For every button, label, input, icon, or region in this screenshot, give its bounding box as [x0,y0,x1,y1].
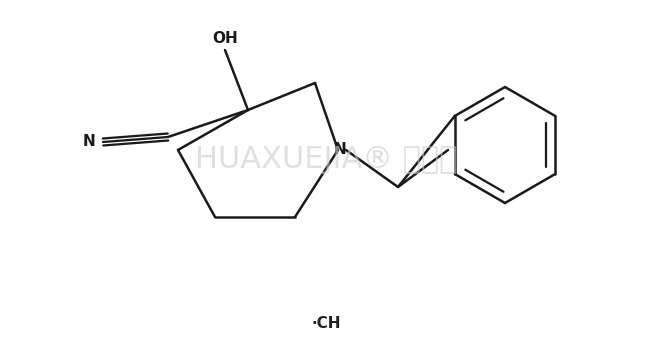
Text: N: N [334,142,346,158]
Text: OH: OH [212,31,238,46]
Text: HUAXUEJIA® 化学加: HUAXUEJIA® 化学加 [195,146,457,175]
Text: ·CH: ·CH [311,316,341,331]
Text: N: N [82,135,95,149]
